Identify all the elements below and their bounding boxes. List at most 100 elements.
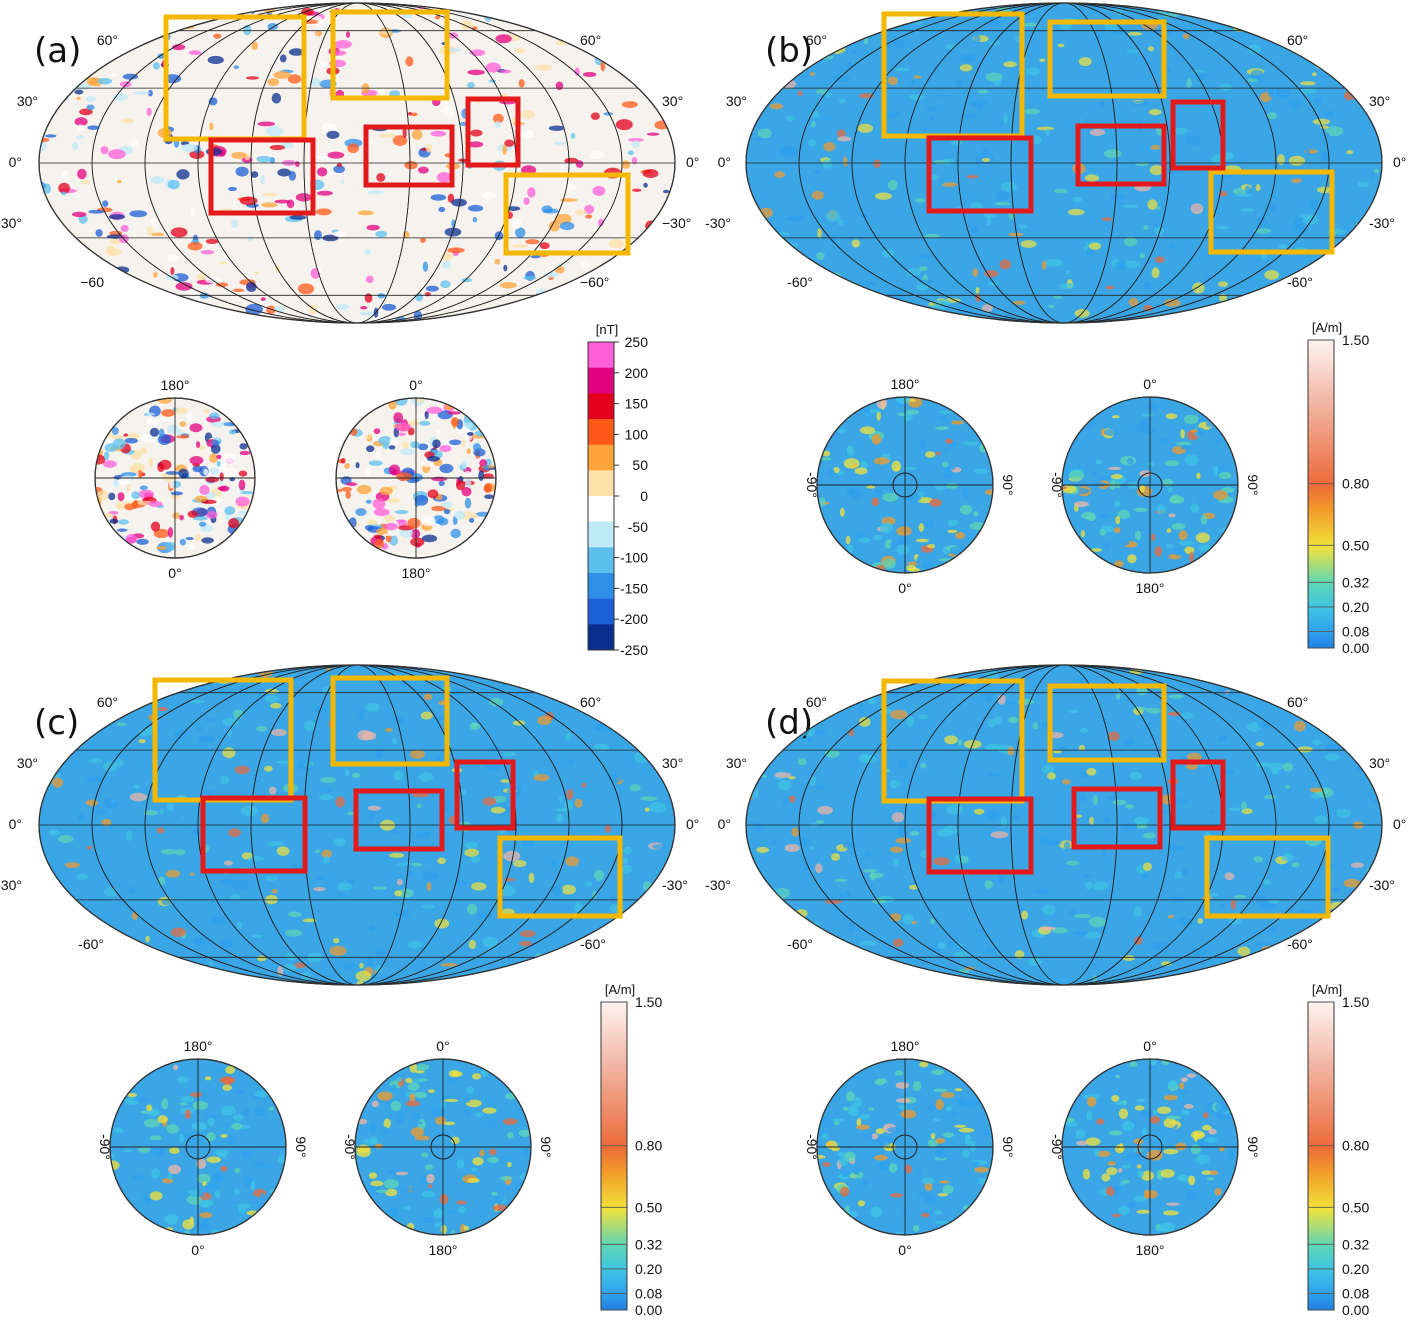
region-box-red xyxy=(1170,759,1226,831)
lat-tick-label-left: 0° xyxy=(9,154,22,170)
polar-tick-left: -90° xyxy=(97,1134,113,1160)
colorbar: [A/m]1.50 0.80 0.50 0.32 0.20 0.080.00 xyxy=(600,982,662,1318)
colorbar-tick-label: -100 xyxy=(620,550,648,566)
lat-tick-label-left: −30° xyxy=(0,215,22,231)
polar-tick-right: 90° xyxy=(1000,474,1016,495)
polar-texture xyxy=(1062,402,1235,568)
colorbar-tick-label: -250 xyxy=(620,642,648,658)
region-box-orange xyxy=(1208,169,1335,255)
lat-tick-label-right: 0° xyxy=(1393,816,1406,832)
colorbar-tick-label: 0.00 xyxy=(1342,1302,1369,1318)
lat-tick-label-left: 30° xyxy=(726,755,747,771)
colorbar-unit: [A/m] xyxy=(1312,320,1342,335)
region-box-red xyxy=(465,96,521,168)
colorbar-tick-label: 1.50 xyxy=(1342,332,1369,348)
colorbar-tick-label: 0.50 xyxy=(1342,537,1369,553)
lat-tick-label-right: 0° xyxy=(686,816,699,832)
polar-tick-bottom: 0° xyxy=(191,1242,204,1258)
panel-label-d: (d) xyxy=(765,703,813,743)
lat-tick-label-left: −60 xyxy=(80,274,104,290)
lat-tick-label-right: 0° xyxy=(1393,154,1406,170)
polar-tick-left: -90° xyxy=(804,1134,820,1160)
lat-tick-label-left: -60° xyxy=(787,274,813,290)
colorbar-tick-label: 0.20 xyxy=(1342,599,1369,615)
region-box-orange xyxy=(1047,19,1167,99)
panel-label-a: (a) xyxy=(34,31,81,71)
lat-tick-label-right: −30° xyxy=(662,215,691,231)
lat-tick-label-right: -30° xyxy=(1369,877,1395,893)
polar-tick-bottom: 0° xyxy=(898,1242,911,1258)
polar-texture xyxy=(356,1063,531,1235)
region-box-orange xyxy=(1204,835,1331,919)
colorbar-tick-label: 0.50 xyxy=(635,1199,662,1215)
colorbar-tick-label: 0.00 xyxy=(1342,640,1369,656)
colorbar-tick-label: 0.00 xyxy=(635,1302,662,1318)
lat-tick-label-right: 0° xyxy=(686,154,699,170)
region-box-red xyxy=(363,124,455,188)
region-box-orange xyxy=(503,172,631,256)
colorbar-unit: [A/m] xyxy=(605,982,635,997)
colorbar-tick-label: 50 xyxy=(632,457,648,473)
colorbar-tick-label: 0.50 xyxy=(1342,1199,1369,1215)
polar-tick-bottom: 180° xyxy=(1136,580,1165,596)
region-box-red xyxy=(926,135,1034,214)
polar-tick-bottom: 180° xyxy=(1136,1242,1165,1258)
colorbar-tick-label: 0.20 xyxy=(635,1261,662,1277)
polar-tick-left: -90° xyxy=(804,472,820,498)
lat-tick-label-left: -30° xyxy=(705,877,731,893)
colorbar-tick-label: 1.50 xyxy=(635,994,662,1010)
lat-tick-label-left: 60° xyxy=(806,694,827,710)
polar-texture xyxy=(819,397,993,572)
lat-tick-label-left: -60° xyxy=(787,936,813,952)
polar-texture xyxy=(1064,1059,1235,1232)
colorbar-tick-label: 1.50 xyxy=(1342,994,1369,1010)
colorbar: [A/m]1.50 0.80 0.50 0.32 0.20 0.080.00 xyxy=(1307,982,1369,1318)
colorbar-tick-label: 100 xyxy=(625,426,649,442)
polar-tick-top: 0° xyxy=(409,377,422,393)
lat-tick-label-left: -30° xyxy=(705,215,731,231)
lat-tick-label-left: -60° xyxy=(78,936,104,952)
lat-tick-label-left: 30° xyxy=(726,93,747,109)
polar-texture xyxy=(110,1064,286,1235)
polar-tick-bottom: 0° xyxy=(168,565,181,581)
lat-tick-label-right: -60° xyxy=(580,936,606,952)
region-box-red xyxy=(1170,99,1226,171)
region-box-orange xyxy=(1047,683,1167,763)
polar-tick-bottom: 0° xyxy=(898,580,911,596)
colorbar: [A/m]1.50 0.80 0.50 0.32 0.20 0.080.00 xyxy=(1307,320,1369,656)
polar-tick-right: 90° xyxy=(293,1136,309,1157)
colorbar-tick-label: 250 xyxy=(625,334,649,350)
panel-label-b: (b) xyxy=(765,31,813,71)
lat-tick-label-right: 30° xyxy=(1369,755,1390,771)
colorbar-tick-label: 150 xyxy=(625,396,649,412)
colorbar-tick-label: 0.08 xyxy=(1342,1286,1369,1302)
panel-label-c: (c) xyxy=(34,703,79,743)
lat-tick-label-left: 0° xyxy=(718,154,731,170)
colorbar: [nT] 250 200 150 100 50 0 -50 -100 -150 -200 -250 xyxy=(587,322,649,658)
polar-texture xyxy=(95,398,255,554)
colorbar-tick-label: 0 xyxy=(640,488,648,504)
lat-tick-label-right: -30° xyxy=(662,877,688,893)
colorbar-tick-label: 0.32 xyxy=(635,1236,662,1252)
lat-tick-label-right: -60° xyxy=(1287,936,1313,952)
region-box-red xyxy=(200,795,308,874)
lat-tick-label-right: 60° xyxy=(580,32,601,48)
lat-tick-label-right: 30° xyxy=(662,93,683,109)
colorbar-tick-label: 0.32 xyxy=(1342,1236,1369,1252)
lat-tick-label-left: 60° xyxy=(97,32,118,48)
lat-tick-label-right: 60° xyxy=(1287,32,1308,48)
lat-tick-label-left: -30° xyxy=(0,877,22,893)
polar-tick-top: 180° xyxy=(891,376,920,392)
colorbar-tick-label: 0.80 xyxy=(1342,476,1369,492)
polar-tick-right: 90° xyxy=(1245,1136,1261,1157)
lat-tick-label-right: 60° xyxy=(1287,694,1308,710)
polar-tick-top: 180° xyxy=(891,1038,920,1054)
region-box-orange xyxy=(330,675,450,767)
region-box-red xyxy=(353,788,445,852)
lat-tick-label-right: 60° xyxy=(580,694,601,710)
colorbar-tick-label: 0.80 xyxy=(1342,1138,1369,1154)
polar-texture xyxy=(817,1061,991,1235)
polar-tick-top: 180° xyxy=(184,1038,213,1054)
